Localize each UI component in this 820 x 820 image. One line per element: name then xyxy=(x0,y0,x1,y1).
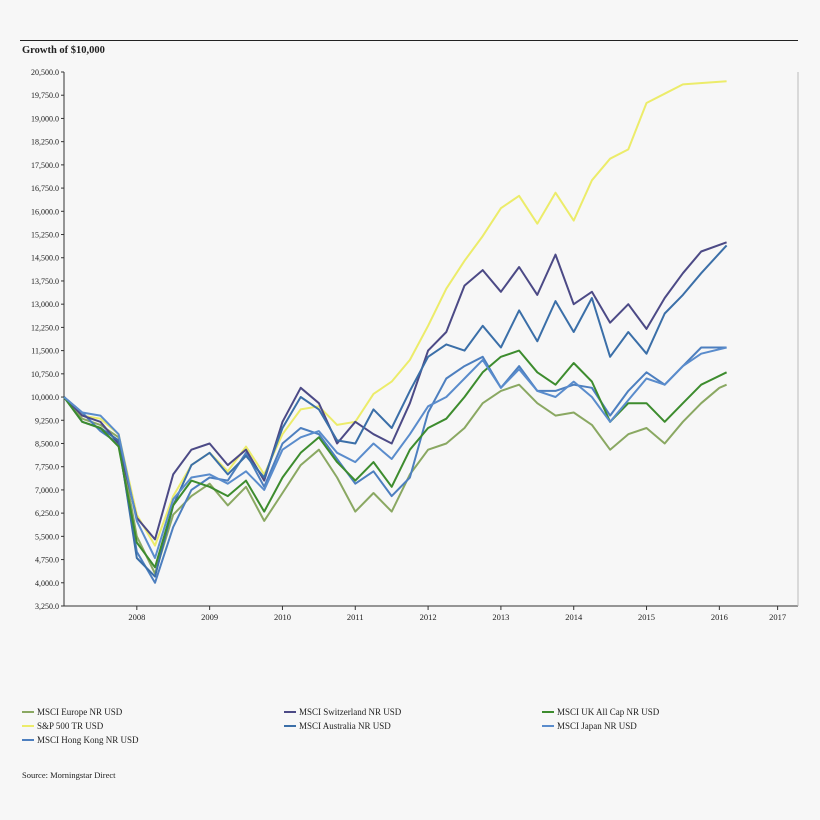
x-tick-label: 2009 xyxy=(201,612,218,622)
y-tick-label: 16,000.0 xyxy=(31,207,59,216)
top-rule xyxy=(20,40,798,41)
x-tick-label: 2014 xyxy=(565,612,583,622)
x-tick-label: 2015 xyxy=(638,612,655,622)
series-line xyxy=(63,80,727,547)
series-line xyxy=(63,244,728,578)
y-tick-label: 19,000.0 xyxy=(31,114,59,123)
series-line xyxy=(63,346,727,559)
y-tick-label: 4,750.0 xyxy=(35,556,59,565)
x-tick-label: 2010 xyxy=(274,612,291,622)
x-tick-label: 2016 xyxy=(711,612,728,622)
series-line xyxy=(63,383,727,575)
legend-swatch xyxy=(284,725,296,727)
y-tick-label: 17,500.0 xyxy=(31,161,59,170)
y-tick-label: 12,250.0 xyxy=(31,323,59,332)
legend-item-europe: MSCI Europe NR USD xyxy=(22,707,122,717)
y-tick-label: 11,500.0 xyxy=(31,347,59,356)
x-tick-label: 2011 xyxy=(347,612,364,622)
y-tick-label: 7,750.0 xyxy=(35,463,59,472)
legend-label: MSCI Japan NR USD xyxy=(557,721,637,731)
y-tick-label: 3,250.0 xyxy=(35,602,59,611)
legend-item-japan: MSCI Japan NR USD xyxy=(542,721,637,731)
x-tick-label: 2017 xyxy=(769,612,786,622)
series-line xyxy=(63,349,728,569)
legend-swatch xyxy=(22,725,34,727)
y-tick-label: 15,250.0 xyxy=(31,231,59,240)
y-tick-label: 16,750.0 xyxy=(31,184,59,193)
legend-label: S&P 500 TR USD xyxy=(37,721,104,731)
legend-label: MSCI Hong Kong NR USD xyxy=(37,735,139,745)
source-note: Source: Morningstar Direct xyxy=(22,770,116,780)
legend-swatch xyxy=(22,711,34,713)
series-line xyxy=(63,241,727,541)
legend-item-sp500: S&P 500 TR USD xyxy=(22,721,103,731)
y-tick-label: 18,250.0 xyxy=(31,138,59,147)
legend-item-australia: MSCI Australia NR USD xyxy=(284,721,391,731)
y-tick-label: 10,750.0 xyxy=(31,370,59,379)
y-tick-label: 4,000.0 xyxy=(35,579,59,588)
legend-label: MSCI Switzerland NR USD xyxy=(299,707,402,717)
series-line xyxy=(63,346,727,584)
x-tick-label: 2012 xyxy=(420,612,437,622)
y-tick-label: 9,250.0 xyxy=(35,416,59,425)
legend-item-switzerland: MSCI Switzerland NR USD xyxy=(284,707,401,717)
legend-label: MSCI UK All Cap NR USD xyxy=(557,707,660,717)
y-tick-label: 10,000.0 xyxy=(31,393,59,402)
y-tick-label: 8,500.0 xyxy=(35,439,59,448)
y-tick-label: 13,750.0 xyxy=(31,277,59,286)
legend-item-hongkong: MSCI Hong Kong NR USD xyxy=(22,735,139,745)
legend-label: MSCI Australia NR USD xyxy=(299,721,391,731)
legend-swatch xyxy=(542,725,554,727)
y-tick-label: 7,000.0 xyxy=(35,486,59,495)
legend-swatch xyxy=(22,739,34,741)
y-tick-label: 5,500.0 xyxy=(35,532,59,541)
x-tick-label: 2013 xyxy=(492,612,509,622)
legend-label: MSCI Europe NR USD xyxy=(37,707,123,717)
y-tick-label: 13,000.0 xyxy=(31,300,59,309)
chart-title: Growth of $10,000 xyxy=(22,45,105,56)
legend-swatch xyxy=(542,711,554,713)
legend-item-uk: MSCI UK All Cap NR USD xyxy=(542,707,659,717)
y-tick-label: 6,250.0 xyxy=(35,509,59,518)
y-tick-label: 14,500.0 xyxy=(31,254,59,263)
x-tick-label: 2008 xyxy=(128,612,145,622)
y-tick-label: 20,500.0 xyxy=(31,68,59,77)
legend-swatch xyxy=(284,711,296,713)
y-tick-label: 19,750.0 xyxy=(31,91,59,100)
